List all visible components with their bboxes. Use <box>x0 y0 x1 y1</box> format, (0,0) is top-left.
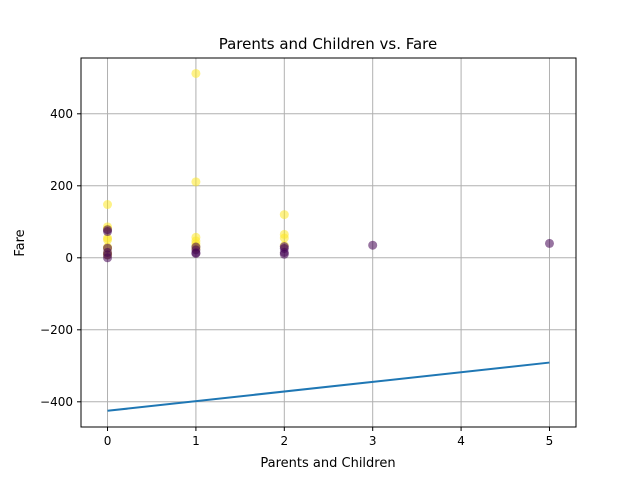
regression-line <box>107 361 550 412</box>
x-tick-label: 4 <box>457 434 465 448</box>
y-tick-label: 200 <box>50 179 73 193</box>
x-axis-label: Parents and Children <box>260 456 395 471</box>
data-point <box>368 240 378 250</box>
data-point <box>103 227 113 237</box>
axis-ticks: 0 1 2 3 4 5 −400 −200 0 200 400 <box>40 107 553 448</box>
grid-lines <box>81 58 576 427</box>
data-point <box>279 210 289 220</box>
data-point <box>191 68 201 78</box>
y-tick-label: 0 <box>65 251 73 265</box>
regression-line-layer <box>107 361 550 412</box>
x-tick-label: 1 <box>192 434 200 448</box>
data-point <box>544 238 554 248</box>
data-point <box>103 253 113 263</box>
data-point <box>279 233 289 243</box>
y-tick-label: −200 <box>40 323 73 337</box>
y-tick-label: 400 <box>50 107 73 121</box>
y-axis-label: Fare <box>13 229 28 256</box>
data-point <box>279 249 289 259</box>
data-point <box>103 200 113 210</box>
scatter-points <box>103 68 554 263</box>
data-point <box>103 235 113 245</box>
x-tick-label: 5 <box>546 434 554 448</box>
x-tick-label: 3 <box>369 434 377 448</box>
y-tick-label: −400 <box>40 395 73 409</box>
data-point <box>191 177 201 187</box>
x-tick-label: 2 <box>280 434 288 448</box>
x-tick-label: 0 <box>104 434 112 448</box>
plot-frame <box>80 57 577 428</box>
chart-title: Parents and Children vs. Fare <box>219 35 438 53</box>
data-point <box>191 248 201 258</box>
